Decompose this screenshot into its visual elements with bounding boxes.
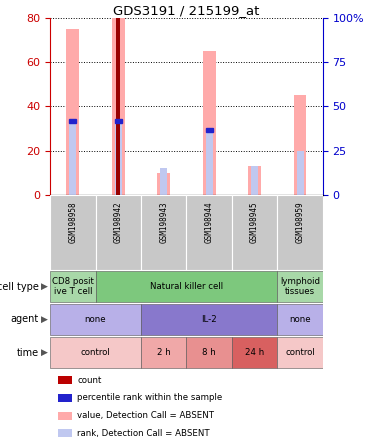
FancyBboxPatch shape [232,195,278,270]
Text: ▶: ▶ [41,315,48,324]
FancyBboxPatch shape [141,195,187,270]
Text: GSM198958: GSM198958 [68,201,77,242]
FancyBboxPatch shape [278,337,323,369]
Bar [251,166,258,195]
Text: GSM198942: GSM198942 [114,201,123,242]
Bar [115,122,122,195]
Text: count: count [77,376,102,385]
Bar [116,18,120,195]
FancyBboxPatch shape [232,337,278,369]
Bar [69,119,76,123]
FancyBboxPatch shape [278,271,323,302]
Bar [160,168,167,195]
Text: Natural killer cell: Natural killer cell [150,282,223,291]
FancyBboxPatch shape [50,195,96,270]
FancyBboxPatch shape [50,271,96,302]
FancyBboxPatch shape [187,195,232,270]
Text: GSM198944: GSM198944 [205,201,214,242]
Bar [206,128,213,131]
Text: none: none [289,315,311,324]
Text: value, Detection Call = ABSENT: value, Detection Call = ABSENT [77,411,214,420]
Text: CD8 posit
ive T cell: CD8 posit ive T cell [52,277,94,296]
FancyBboxPatch shape [141,337,187,369]
Bar [296,151,303,195]
FancyBboxPatch shape [96,271,278,302]
Text: control: control [81,348,111,357]
FancyBboxPatch shape [96,195,141,270]
Bar [66,29,79,195]
Bar [203,51,216,195]
Bar [206,129,213,195]
FancyBboxPatch shape [50,304,141,335]
Text: GSM198959: GSM198959 [296,201,305,242]
FancyBboxPatch shape [278,304,323,335]
Text: time: time [17,348,39,357]
Text: ▶: ▶ [41,282,48,291]
Text: GSM198945: GSM198945 [250,201,259,242]
Title: GDS3191 / 215199_at: GDS3191 / 215199_at [113,4,260,17]
Text: IL-2: IL-2 [201,315,217,324]
Text: lymphoid
tissues: lymphoid tissues [280,277,320,296]
Bar [112,18,125,195]
Bar [248,166,261,195]
Text: cell type: cell type [0,281,39,292]
Text: none: none [85,315,106,324]
Bar [157,173,170,195]
Text: ▶: ▶ [41,348,48,357]
Text: control: control [285,348,315,357]
Bar [294,95,306,195]
Bar [69,122,76,195]
Text: 24 h: 24 h [245,348,264,357]
Text: 2 h: 2 h [157,348,171,357]
Text: agent: agent [11,314,39,325]
FancyBboxPatch shape [187,337,232,369]
FancyBboxPatch shape [141,304,278,335]
FancyBboxPatch shape [50,337,141,369]
Text: 8 h: 8 h [202,348,216,357]
FancyBboxPatch shape [278,195,323,270]
Text: rank, Detection Call = ABSENT: rank, Detection Call = ABSENT [77,429,210,438]
Text: GSM198943: GSM198943 [159,201,168,242]
Text: percentile rank within the sample: percentile rank within the sample [77,393,223,402]
Bar [115,119,122,123]
